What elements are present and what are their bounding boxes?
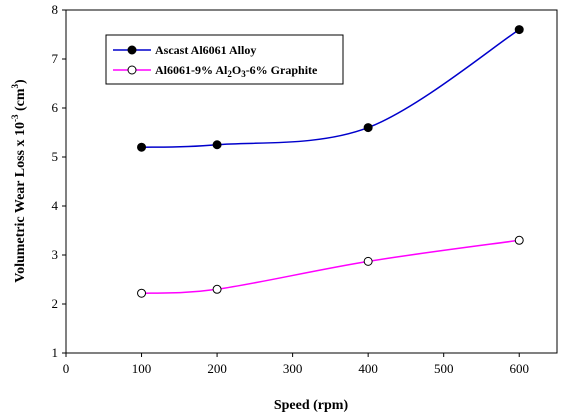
x-tick-label: 400 [358,361,378,376]
series-2-point [212,284,222,294]
legend-label-series-2: Al6061-9% Al2O3-6% Graphite [155,63,318,79]
series-1-point [514,25,524,35]
x-axis-ticks: 0 100 200 300 400 500 600 [63,353,529,376]
x-tick-label: 0 [63,361,70,376]
legend-marker-series-2 [127,65,137,75]
x-tick-label: 200 [207,361,227,376]
series-layer [137,25,524,298]
y-axis-ticks: 1 2 3 4 5 6 7 8 [52,2,66,360]
y-tick-label: 7 [52,51,59,66]
y-tick-label: 5 [52,149,59,164]
y-tick-label: 8 [52,2,59,17]
x-tick-label: 500 [434,361,454,376]
y-tick-label: 3 [52,247,59,262]
legend-label-series-1: Ascast Al6061 Alloy [155,43,256,57]
series-2-point [363,256,373,266]
series-2-line [141,239,520,294]
y-tick-label: 2 [52,296,59,311]
series-1-line [141,28,520,148]
x-axis-title: Speed (rpm) [274,398,349,413]
y-tick-label: 4 [52,198,59,213]
legend-box [105,34,344,85]
series-2-point [514,235,524,245]
series-2-point [137,288,147,298]
series-1-point [363,123,373,133]
y-tick-label: 6 [52,100,59,115]
x-tick-label: 600 [509,361,529,376]
series-1-point [212,140,222,150]
series-1-point [137,142,147,152]
y-axis-title: Volumetric Wear Loss x 10-3 (cm3) [10,79,28,283]
y-tick-label: 1 [52,345,59,360]
x-tick-label: 100 [132,361,152,376]
legend-marker-series-1 [127,45,137,55]
legend: Ascast Al6061 Alloy Al6061-9% Al2O3-6% G… [105,34,344,85]
x-tick-label: 300 [283,361,303,376]
